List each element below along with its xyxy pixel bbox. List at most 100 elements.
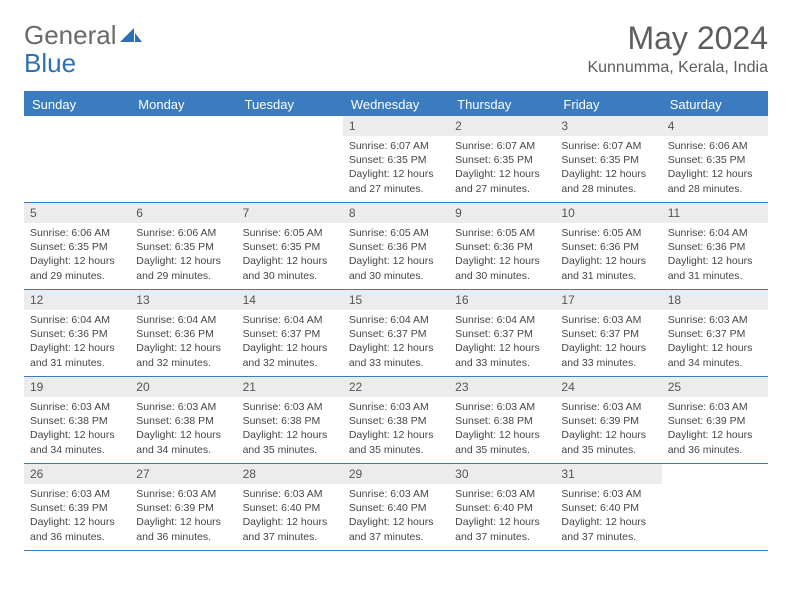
sunrise-text: Sunrise: 6:03 AM [30,487,124,501]
title-block: May 2024 Kunnumma, Kerala, India [587,20,768,77]
sunset-text: Sunset: 6:37 PM [561,327,655,341]
sunrise-text: Sunrise: 6:03 AM [136,487,230,501]
day-details: Sunrise: 6:06 AMSunset: 6:35 PMDaylight:… [662,136,768,202]
sunrise-text: Sunrise: 6:03 AM [455,400,549,414]
daylight-text: Daylight: 12 hours and 27 minutes. [349,167,443,195]
week-row: 1Sunrise: 6:07 AMSunset: 6:35 PMDaylight… [24,116,768,203]
daylight-text: Daylight: 12 hours and 28 minutes. [668,167,762,195]
sunrise-text: Sunrise: 6:05 AM [455,226,549,240]
day-number [130,116,236,136]
daylight-text: Daylight: 12 hours and 29 minutes. [30,254,124,282]
day-number: 13 [130,290,236,310]
daylight-text: Daylight: 12 hours and 37 minutes. [561,515,655,543]
calendar-cell: 26Sunrise: 6:03 AMSunset: 6:39 PMDayligh… [24,464,130,550]
week-row: 26Sunrise: 6:03 AMSunset: 6:39 PMDayligh… [24,464,768,551]
daylight-text: Daylight: 12 hours and 30 minutes. [349,254,443,282]
day-number [662,464,768,484]
week-row: 12Sunrise: 6:04 AMSunset: 6:36 PMDayligh… [24,290,768,377]
day-header-row: Sunday Monday Tuesday Wednesday Thursday… [24,93,768,116]
sunset-text: Sunset: 6:38 PM [30,414,124,428]
day-number: 14 [237,290,343,310]
calendar-cell: 29Sunrise: 6:03 AMSunset: 6:40 PMDayligh… [343,464,449,550]
sunset-text: Sunset: 6:37 PM [668,327,762,341]
week-row: 19Sunrise: 6:03 AMSunset: 6:38 PMDayligh… [24,377,768,464]
day-number: 12 [24,290,130,310]
calendar-cell: 12Sunrise: 6:04 AMSunset: 6:36 PMDayligh… [24,290,130,376]
calendar-cell: 5Sunrise: 6:06 AMSunset: 6:35 PMDaylight… [24,203,130,289]
week-row: 5Sunrise: 6:06 AMSunset: 6:35 PMDaylight… [24,203,768,290]
calendar-cell: 27Sunrise: 6:03 AMSunset: 6:39 PMDayligh… [130,464,236,550]
sunset-text: Sunset: 6:35 PM [30,240,124,254]
day-details: Sunrise: 6:05 AMSunset: 6:36 PMDaylight:… [449,223,555,289]
sunset-text: Sunset: 6:35 PM [243,240,337,254]
day-number: 22 [343,377,449,397]
daylight-text: Daylight: 12 hours and 37 minutes. [455,515,549,543]
calendar-cell: 23Sunrise: 6:03 AMSunset: 6:38 PMDayligh… [449,377,555,463]
calendar-cell: 11Sunrise: 6:04 AMSunset: 6:36 PMDayligh… [662,203,768,289]
sunset-text: Sunset: 6:40 PM [561,501,655,515]
day-header: Monday [130,93,236,116]
day-number: 16 [449,290,555,310]
sunrise-text: Sunrise: 6:03 AM [136,400,230,414]
day-number: 21 [237,377,343,397]
calendar-cell: 9Sunrise: 6:05 AMSunset: 6:36 PMDaylight… [449,203,555,289]
sunrise-text: Sunrise: 6:03 AM [561,400,655,414]
sunrise-text: Sunrise: 6:04 AM [30,313,124,327]
day-details: Sunrise: 6:03 AMSunset: 6:40 PMDaylight:… [343,484,449,550]
sunrise-text: Sunrise: 6:07 AM [349,139,443,153]
sunset-text: Sunset: 6:39 PM [668,414,762,428]
calendar-cell: 31Sunrise: 6:03 AMSunset: 6:40 PMDayligh… [555,464,661,550]
sunrise-text: Sunrise: 6:03 AM [243,487,337,501]
sunrise-text: Sunrise: 6:04 AM [136,313,230,327]
calendar-cell: 22Sunrise: 6:03 AMSunset: 6:38 PMDayligh… [343,377,449,463]
day-number: 2 [449,116,555,136]
day-details: Sunrise: 6:05 AMSunset: 6:35 PMDaylight:… [237,223,343,289]
day-number: 25 [662,377,768,397]
sunrise-text: Sunrise: 6:06 AM [668,139,762,153]
day-header: Wednesday [343,93,449,116]
day-details: Sunrise: 6:03 AMSunset: 6:39 PMDaylight:… [662,397,768,463]
daylight-text: Daylight: 12 hours and 34 minutes. [668,341,762,369]
sunset-text: Sunset: 6:36 PM [455,240,549,254]
calendar-cell [24,116,130,202]
daylight-text: Daylight: 12 hours and 34 minutes. [136,428,230,456]
calendar-cell: 7Sunrise: 6:05 AMSunset: 6:35 PMDaylight… [237,203,343,289]
daylight-text: Daylight: 12 hours and 31 minutes. [30,341,124,369]
day-details: Sunrise: 6:07 AMSunset: 6:35 PMDaylight:… [555,136,661,202]
logo: General [24,20,142,51]
sunset-text: Sunset: 6:35 PM [455,153,549,167]
location: Kunnumma, Kerala, India [587,59,768,77]
logo-text-1: General [24,20,117,51]
day-number: 19 [24,377,130,397]
day-details: Sunrise: 6:06 AMSunset: 6:35 PMDaylight:… [24,223,130,289]
page-header: General May 2024 Kunnumma, Kerala, India [24,20,768,77]
calendar-cell: 2Sunrise: 6:07 AMSunset: 6:35 PMDaylight… [449,116,555,202]
day-number: 11 [662,203,768,223]
sunrise-text: Sunrise: 6:04 AM [349,313,443,327]
day-number: 1 [343,116,449,136]
daylight-text: Daylight: 12 hours and 33 minutes. [455,341,549,369]
day-details: Sunrise: 6:07 AMSunset: 6:35 PMDaylight:… [343,136,449,202]
daylight-text: Daylight: 12 hours and 36 minutes. [30,515,124,543]
day-details: Sunrise: 6:04 AMSunset: 6:37 PMDaylight:… [343,310,449,376]
calendar-cell: 14Sunrise: 6:04 AMSunset: 6:37 PMDayligh… [237,290,343,376]
sunset-text: Sunset: 6:38 PM [349,414,443,428]
day-details: Sunrise: 6:03 AMSunset: 6:39 PMDaylight:… [555,397,661,463]
day-details: Sunrise: 6:03 AMSunset: 6:38 PMDaylight:… [24,397,130,463]
day-details: Sunrise: 6:03 AMSunset: 6:37 PMDaylight:… [662,310,768,376]
day-number: 7 [237,203,343,223]
daylight-text: Daylight: 12 hours and 30 minutes. [243,254,337,282]
sunset-text: Sunset: 6:40 PM [243,501,337,515]
day-number: 6 [130,203,236,223]
day-header: Friday [555,93,661,116]
sunset-text: Sunset: 6:36 PM [561,240,655,254]
sunset-text: Sunset: 6:38 PM [136,414,230,428]
day-number: 3 [555,116,661,136]
calendar-cell: 21Sunrise: 6:03 AMSunset: 6:38 PMDayligh… [237,377,343,463]
daylight-text: Daylight: 12 hours and 29 minutes. [136,254,230,282]
calendar-cell: 4Sunrise: 6:06 AMSunset: 6:35 PMDaylight… [662,116,768,202]
day-details: Sunrise: 6:03 AMSunset: 6:40 PMDaylight:… [237,484,343,550]
sunset-text: Sunset: 6:35 PM [668,153,762,167]
day-number: 26 [24,464,130,484]
day-number: 9 [449,203,555,223]
